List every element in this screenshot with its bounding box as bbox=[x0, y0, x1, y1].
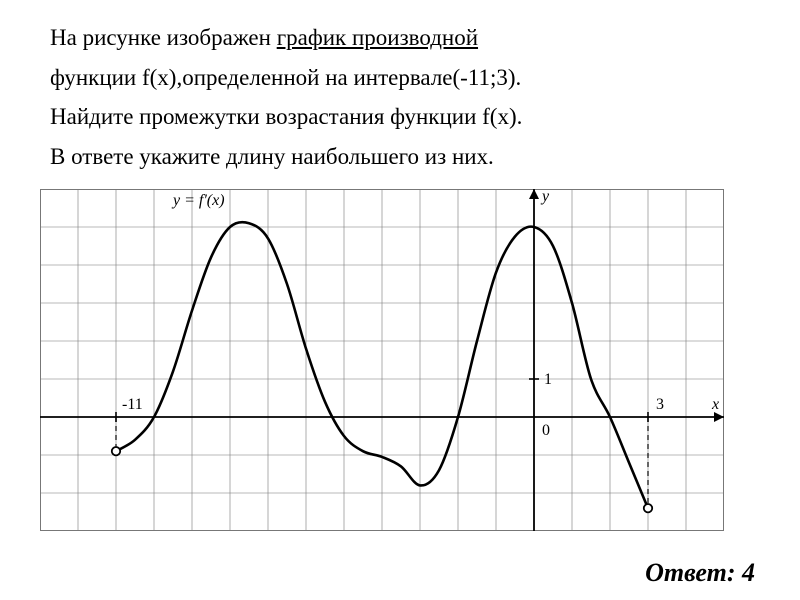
svg-text:x: x bbox=[711, 396, 719, 413]
svg-text:-11: -11 bbox=[122, 396, 143, 413]
chart-container: x y y = f'(x) 1 0 -11 3 bbox=[0, 189, 800, 531]
text-line1-under: график производной bbox=[277, 25, 478, 50]
text-line1-pre: На рисунке изображен bbox=[50, 25, 277, 50]
text-line4: В ответе укажите длину наибольшего из ни… bbox=[50, 139, 760, 175]
answer-label: Ответ: 4 bbox=[645, 558, 755, 588]
svg-text:0: 0 bbox=[542, 422, 550, 439]
svg-text:1: 1 bbox=[544, 371, 552, 388]
derivative-chart: x y y = f'(x) 1 0 -11 3 bbox=[40, 189, 724, 531]
problem-text: На рисунке изображен график производной … bbox=[0, 0, 800, 189]
text-line2: функции f(x),определенной на интервале(-… bbox=[50, 60, 760, 96]
svg-text:y = f'(x): y = f'(x) bbox=[171, 192, 225, 209]
svg-text:3: 3 bbox=[656, 396, 664, 413]
svg-text:y: y bbox=[540, 189, 550, 205]
text-line3: Найдите промежутки возрастания функции f… bbox=[50, 99, 760, 135]
